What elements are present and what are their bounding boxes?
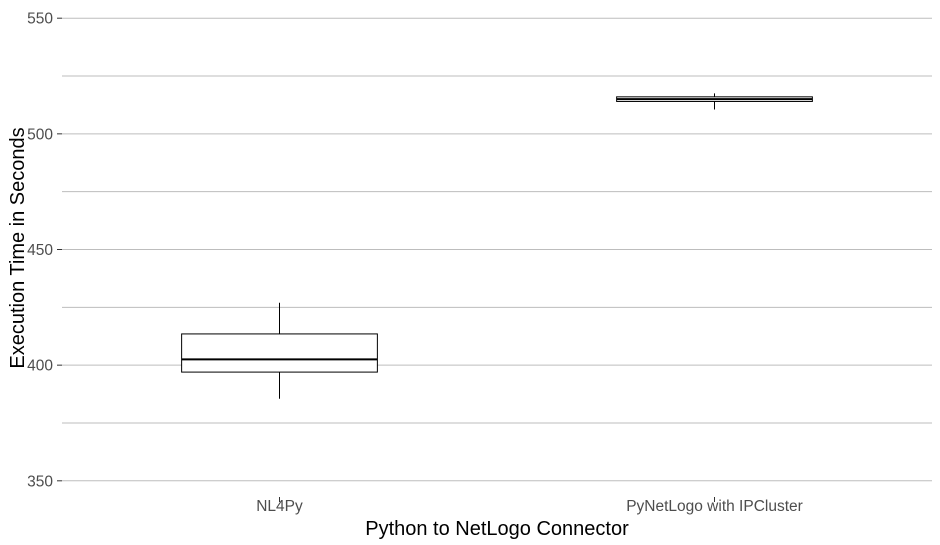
y-tick-label-450: 450: [27, 242, 53, 259]
y-tick-label-550: 550: [27, 11, 53, 28]
x-tick-label-1: NL4Py: [256, 498, 303, 515]
box-2: [616, 93, 813, 110]
x-axis-ticks: NL4Py PyNetLogo with IPCluster: [256, 497, 803, 515]
y-axis-ticks: 350 400 450 500 550: [27, 11, 62, 490]
x-tick-label-2: PyNetLogo with IPCluster: [626, 498, 803, 515]
y-tick-label-400: 400: [27, 358, 53, 375]
boxes: [181, 93, 813, 399]
gridlines: [62, 17, 932, 482]
y-tick-label-500: 500: [27, 126, 53, 143]
x-axis-title: Python to NetLogo Connector: [365, 518, 629, 540]
box-iqr: [181, 333, 378, 373]
box-1: [181, 302, 378, 399]
y-tick-label-350: 350: [27, 473, 53, 490]
y-axis-title: Execution Time in Seconds: [7, 127, 29, 368]
